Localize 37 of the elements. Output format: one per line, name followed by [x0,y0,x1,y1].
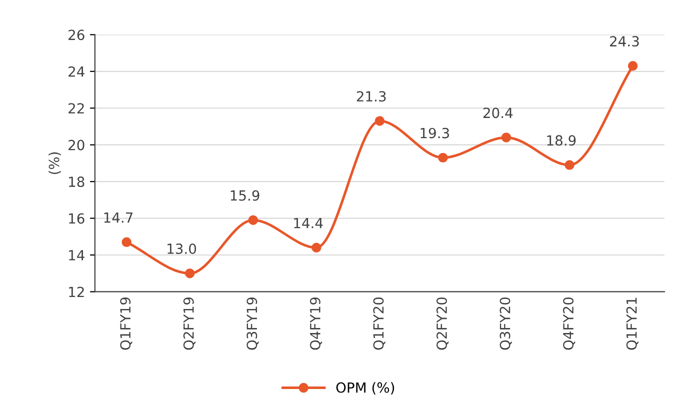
point [312,242,322,253]
y-tick-label: 24 [68,66,84,77]
data-label: 21.3 [356,91,386,102]
x-tick-label: Q2FY19 [183,298,196,350]
x-tick-label: Q1FY20 [373,298,386,350]
point [438,152,448,163]
x-tick-label: Q2FY20 [436,298,449,350]
data-label: 13.0 [168,243,196,254]
data-label: 14.7 [104,212,132,223]
point [122,237,132,248]
y-tick-label: 14 [69,250,84,260]
y-tick-label: 22 [68,103,84,114]
data-label: 18.9 [547,135,576,146]
x-tick-label: Q4FY20 [563,298,576,350]
y-tick-label: 12 [69,286,84,297]
data-label: 24.3 [610,36,639,47]
point [501,132,512,142]
x-tick-label: Q3FY20 [500,298,512,350]
data-label: 19.3 [420,128,449,138]
x-tick-label: Q3FY19 [246,298,259,350]
legend-label: OPM (%) [336,382,394,394]
point [248,215,258,225]
x-tick-label: Q4FY19 [310,298,322,350]
point [184,268,195,278]
x-tick-label: Q1FY21 [626,298,638,350]
x-tick-label: Q1FY19 [120,298,132,350]
point [374,116,385,126]
point [564,160,574,170]
y-axis-title: (%) [48,152,61,174]
point [628,61,638,71]
y-tick-label: 16 [69,213,84,224]
data-label: 15.9 [230,190,260,201]
y-tick-label: 26 [68,30,84,40]
data-label: 14.4 [294,218,323,228]
y-tick-label: 20 [68,140,84,150]
data-label: 20.4 [483,108,513,118]
y-tick-label: 18 [69,176,84,188]
